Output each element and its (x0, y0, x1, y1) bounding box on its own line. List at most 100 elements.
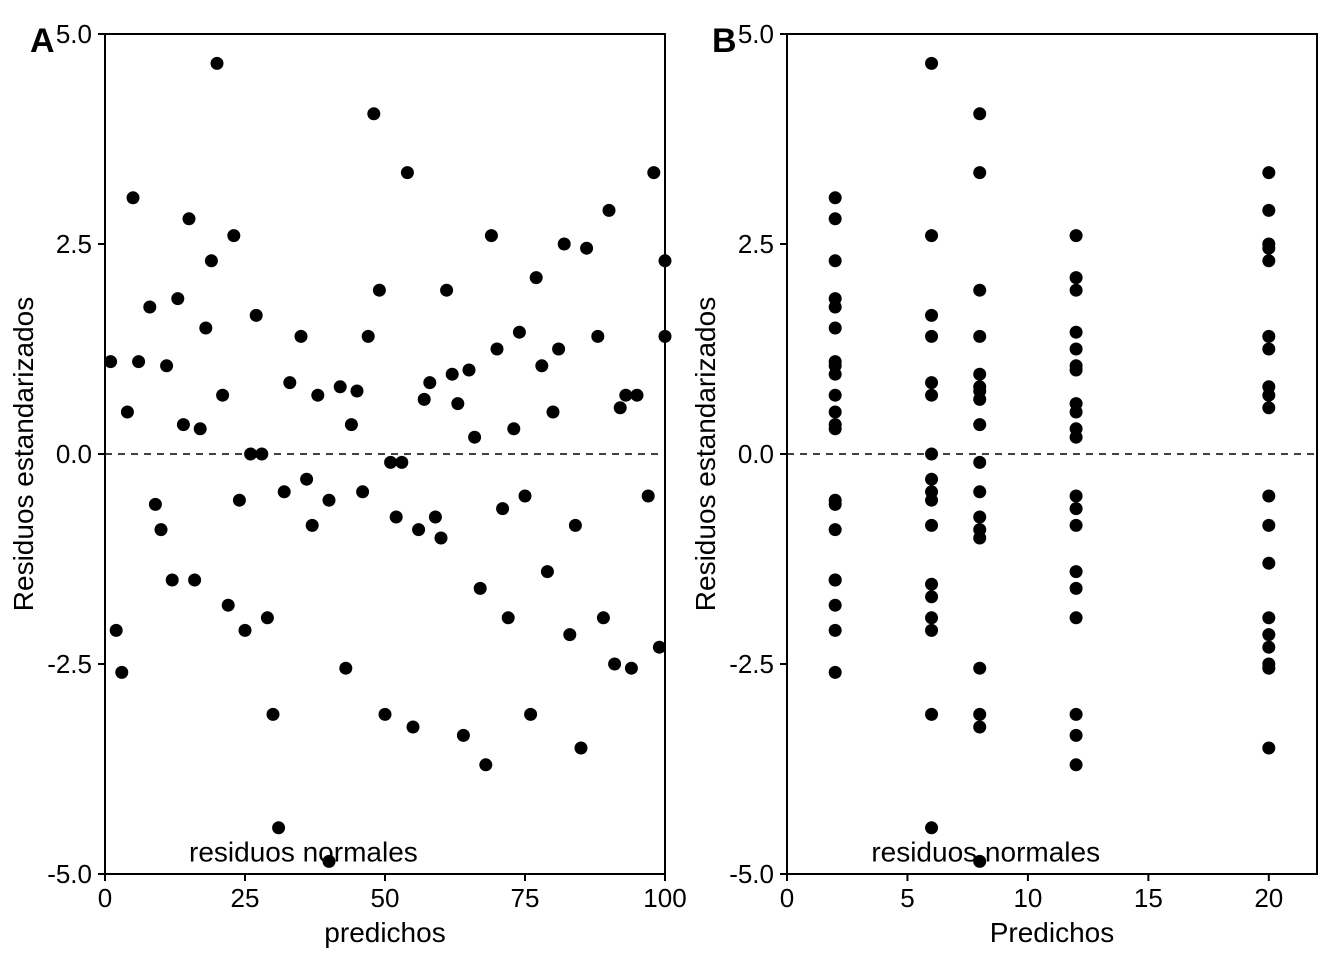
y-tick-label: 0.0 (738, 439, 774, 469)
data-point (973, 485, 986, 498)
data-point (547, 406, 560, 419)
data-point (973, 662, 986, 675)
data-point (1262, 490, 1275, 503)
data-point (149, 498, 162, 511)
data-point (379, 708, 392, 721)
y-tick-label: -5.0 (729, 859, 774, 889)
y-tick-label: -2.5 (47, 649, 92, 679)
data-point (160, 359, 173, 372)
data-point (1262, 204, 1275, 217)
data-point (569, 519, 582, 532)
x-tick-label: 100 (643, 883, 686, 913)
data-point (1262, 611, 1275, 624)
data-point (1070, 343, 1083, 356)
data-point (278, 485, 291, 498)
data-point (1262, 662, 1275, 675)
panel-label-A: A (30, 22, 55, 60)
data-point (925, 611, 938, 624)
data-point (211, 57, 224, 70)
data-point (323, 494, 336, 507)
data-point (255, 448, 268, 461)
data-point (925, 330, 938, 343)
data-point (373, 284, 386, 297)
data-point (1262, 380, 1275, 393)
data-point (188, 574, 201, 587)
residual-plots-svg: 0255075100-5.0-2.50.02.55.0predichosResi… (0, 0, 1344, 960)
data-point (155, 523, 168, 536)
x-tick-label: 10 (1013, 883, 1042, 913)
data-point (267, 708, 280, 721)
data-point (446, 368, 459, 381)
data-point (261, 611, 274, 624)
data-point (216, 389, 229, 402)
x-axis-label: Predichos (990, 917, 1115, 948)
data-point (194, 422, 207, 435)
y-tick-label: 5.0 (56, 19, 92, 49)
data-point (1262, 641, 1275, 654)
data-point (925, 578, 938, 591)
data-point (973, 511, 986, 524)
x-tick-label: 5 (900, 883, 914, 913)
data-point (300, 473, 313, 486)
data-point (614, 401, 627, 414)
data-point (166, 574, 179, 587)
data-point (502, 611, 515, 624)
data-point (829, 389, 842, 402)
data-point (423, 376, 436, 389)
data-point (829, 301, 842, 314)
data-point (239, 624, 252, 637)
data-point (603, 204, 616, 217)
data-point (973, 721, 986, 734)
data-point (973, 708, 986, 721)
data-point (474, 582, 487, 595)
data-point (925, 57, 938, 70)
data-point (306, 519, 319, 532)
data-point (541, 565, 554, 578)
data-point (925, 494, 938, 507)
data-point (1262, 519, 1275, 532)
data-point (925, 389, 938, 402)
x-tick-label: 0 (98, 883, 112, 913)
data-point (390, 511, 403, 524)
data-point (925, 376, 938, 389)
data-point (829, 494, 842, 507)
data-point (127, 191, 140, 204)
data-point (973, 368, 986, 381)
data-point (575, 742, 588, 755)
data-point (222, 599, 235, 612)
data-point (440, 284, 453, 297)
y-tick-label: 0.0 (56, 439, 92, 469)
data-point (1070, 729, 1083, 742)
x-tick-label: 15 (1134, 883, 1163, 913)
data-point (925, 708, 938, 721)
data-point (659, 254, 672, 267)
x-tick-label: 25 (231, 883, 260, 913)
y-tick-label: 2.5 (738, 229, 774, 259)
data-point (507, 422, 520, 435)
data-point (829, 523, 842, 536)
data-point (227, 229, 240, 242)
data-point (925, 229, 938, 242)
data-point (1262, 254, 1275, 267)
data-point (619, 389, 632, 402)
data-point (451, 397, 464, 410)
data-point (334, 380, 347, 393)
data-point (1070, 565, 1083, 578)
data-point (591, 330, 604, 343)
data-point (395, 456, 408, 469)
data-point (1070, 758, 1083, 771)
data-point (418, 393, 431, 406)
data-point (110, 624, 123, 637)
y-axis-label: Residuos estandarizados (8, 297, 39, 611)
data-point (1070, 229, 1083, 242)
panel-A: 0255075100-5.0-2.50.02.55.0predichosResi… (8, 19, 687, 948)
data-point (233, 494, 246, 507)
data-point (1070, 431, 1083, 444)
data-point (351, 385, 364, 398)
data-point (401, 166, 414, 179)
data-point (829, 254, 842, 267)
data-point (412, 523, 425, 536)
data-point (1070, 502, 1083, 515)
data-point (407, 721, 420, 734)
data-point (1262, 742, 1275, 755)
